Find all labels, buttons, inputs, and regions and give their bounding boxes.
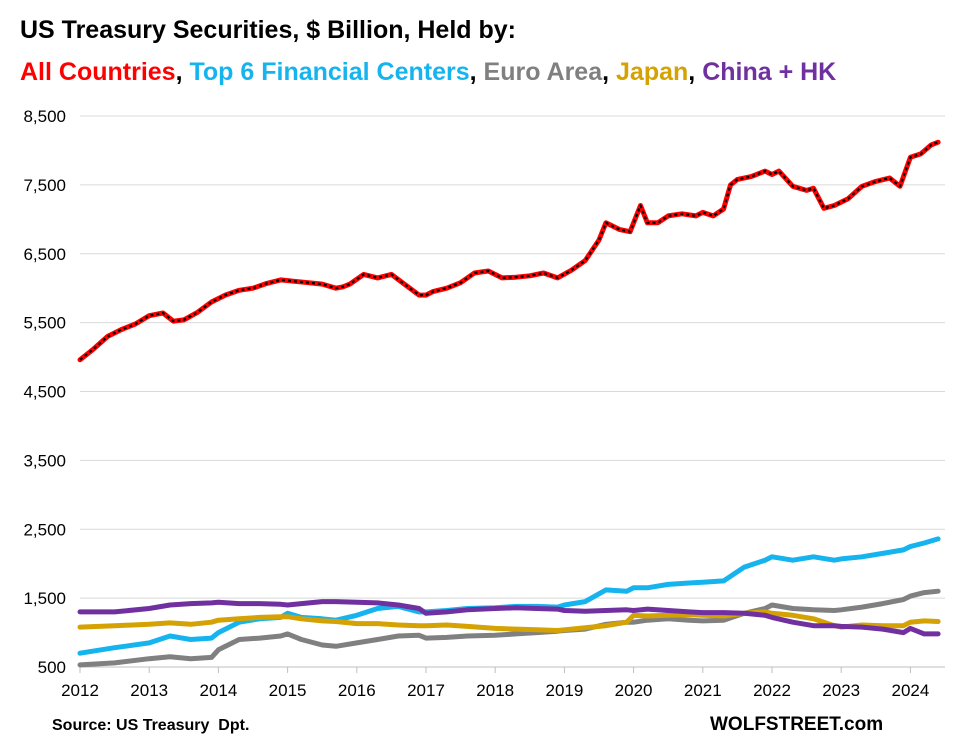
y-tick-label: 6,500: [23, 245, 66, 264]
y-tick-label: 5,500: [23, 314, 66, 333]
source-note: Source: US Treasury Dpt.: [52, 717, 250, 734]
y-tick-label: 3,500: [23, 451, 66, 470]
legend-separator: ,: [175, 58, 190, 86]
x-tick-label: 2020: [615, 681, 653, 700]
x-tick-label: 2016: [338, 681, 376, 700]
chart-title: US Treasury Securities, $ Billion, Held …: [20, 16, 516, 44]
legend-top6-financial-centers: Top 6 Financial Centers: [189, 58, 470, 86]
brand-watermark: WOLFSTREET.com: [710, 714, 884, 735]
x-tick-label: 2012: [61, 681, 99, 700]
y-tick-label: 1,500: [23, 589, 66, 608]
x-tick-label: 2023: [822, 681, 860, 700]
legend-separator: ,: [602, 58, 617, 86]
y-tick-label: 8,500: [23, 107, 66, 126]
legend-separator: ,: [469, 58, 484, 86]
x-tick-label: 2021: [684, 681, 722, 700]
y-tick-label: 4,500: [23, 383, 66, 402]
y-axis: 500 1,500 2,500 3,500 4,500 5,500 6,500 7,500 8,…: [23, 107, 66, 677]
series-line-japan: [77, 609, 941, 633]
gridlines: [80, 115, 945, 668]
legend-euro-area: Euro Area: [483, 58, 603, 86]
legend-china-hk: China + HK: [702, 58, 837, 86]
x-tick-label: 2014: [199, 681, 237, 700]
x-tick-label: 2022: [753, 681, 791, 700]
series-line-all-countries: [77, 139, 941, 363]
x-tick-label: 2018: [476, 681, 514, 700]
x-tick-label: 2017: [407, 681, 445, 700]
y-tick-label: 7,500: [23, 176, 66, 195]
legend-all-countries: All Countries: [20, 58, 176, 86]
series-lines: [77, 139, 941, 668]
x-tick-label: 2013: [130, 681, 168, 700]
legend-separator: ,: [688, 58, 703, 86]
y-tick-label: 2,500: [23, 520, 66, 539]
legend-japan: Japan: [616, 58, 689, 86]
x-axis: 2012 2013 2014 2015 2016 2017 2018 2019 2020 2021…: [61, 666, 945, 700]
x-tick-label: 2015: [269, 681, 307, 700]
series-dash-all-countries: [79, 141, 939, 361]
x-tick-label: 2019: [545, 681, 583, 700]
series-line-china-hk: [77, 599, 941, 637]
x-tick-label: 2024: [891, 681, 929, 700]
legend-line: All Countries, Top 6 Financial Centers, …: [20, 58, 836, 87]
y-tick-label: 500: [38, 658, 66, 677]
